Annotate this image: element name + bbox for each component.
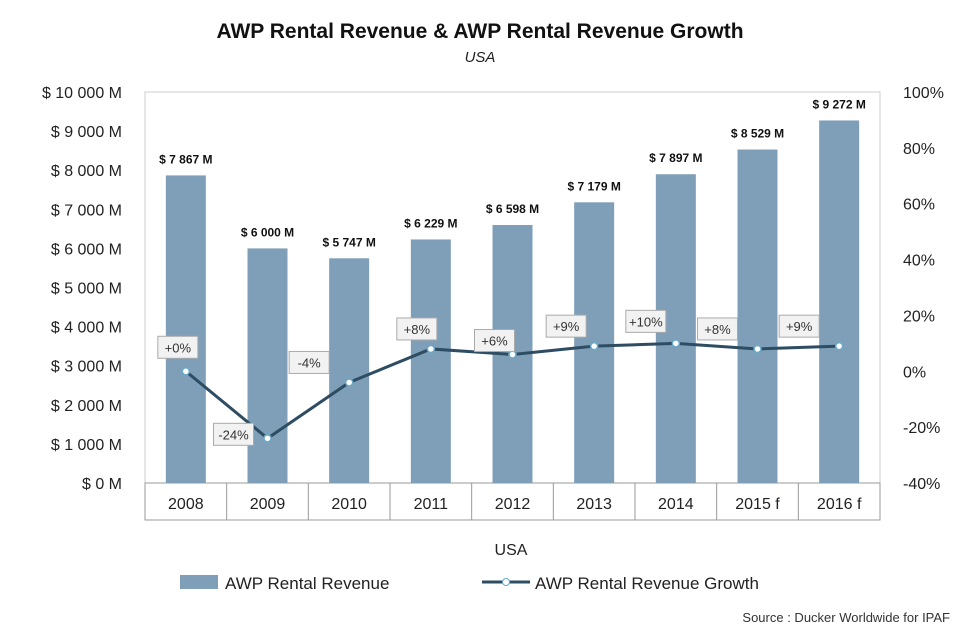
growth-data-label: +9% [786,319,813,334]
x-tick-label: 2012 [495,496,531,513]
growth-label-box [157,335,199,359]
bar-data-label: $ 7 867 M [159,152,212,166]
bar-data-label: $ 6 000 M [241,225,294,239]
growth-marker [671,339,681,348]
right-tick-label: 80% [903,141,935,158]
bar [819,120,860,484]
growth-data-label: +0% [165,340,192,355]
left-tick-label: $ 9 000 M [51,124,122,141]
growth-marker [589,341,599,351]
growth-label-box [697,317,738,341]
bar-data-label: $ 6 598 M [486,202,539,216]
growth-label-box [778,314,820,338]
left-tick-label: $ 5 000 M [51,281,122,298]
source-note: Source : Ducker Worldwide for IPAF [742,610,950,625]
chart-subtitle: USA [465,49,496,66]
legend-bar-swatch [180,575,218,589]
growth-label-box [625,309,667,333]
growth-label-box [213,422,254,446]
bar-data-label: $ 8 529 M [731,127,784,141]
x-tick-label: 2015 f [735,496,780,513]
growth-data-label: -4% [298,355,322,370]
growth-label-box [288,350,330,374]
left-tick-label: $ 7 000 M [51,202,122,219]
bar-data-label: $ 9 272 M [812,97,865,111]
growth-data-label: +6% [481,334,508,349]
legend-line-label: AWP Rental Revenue Growth [535,574,759,593]
right-tick-label: 20% [903,308,935,325]
bar-data-label: $ 5 747 M [322,235,375,249]
bar-data-label: $ 6 229 M [404,216,457,230]
growth-marker [508,350,517,359]
left-tick-label: $ 2 000 M [51,398,122,415]
growth-marker [426,344,436,354]
left-tick-label: $ 10 000 M [42,85,122,102]
x-tick-label: 2010 [331,496,367,513]
bar-data-label: $ 7 897 M [649,151,702,165]
left-tick-label: $ 4 000 M [51,320,122,337]
x-tick-label: 2013 [576,496,612,513]
growth-data-label: +9% [553,319,580,334]
bar [165,175,206,483]
right-tick-label: 40% [903,253,935,270]
growth-data-label: +8% [404,322,431,337]
left-tick-label: $ 3 000 M [51,359,122,376]
x-axis-title: USA [495,542,528,559]
chart-title: AWP Rental Revenue & AWP Rental Revenue … [216,20,743,43]
x-tick-label: 2009 [250,496,286,513]
growth-label-box [396,317,438,341]
right-tick-label: 60% [903,197,935,214]
left-tick-label: $ 8 000 M [51,163,122,180]
x-tick-label: 2016 f [817,496,862,513]
bar [410,239,451,483]
bar [247,248,288,483]
right-tick-label: 0% [903,364,926,381]
x-tick-label: 2014 [658,496,694,513]
right-tick-label: -20% [903,420,940,437]
growth-data-label: -24% [218,427,249,442]
bar [329,258,370,483]
left-tick-label: $ 0 M [82,476,122,493]
growth-marker [181,367,191,376]
growth-marker [344,378,354,387]
growth-marker [834,341,844,351]
bar [737,149,778,483]
left-tick-label: $ 6 000 M [51,241,122,258]
bar-data-label: $ 7 179 M [567,179,620,193]
x-tick-label: 2011 [414,496,449,513]
growth-marker [753,344,762,354]
legend-line-marker [502,578,510,586]
growth-marker [263,434,272,443]
growth-data-label: +10% [629,314,663,329]
growth-label-box [474,329,515,353]
growth-label-box [545,314,587,338]
left-tick-label: $ 1 000 M [51,437,122,454]
x-tick-label: 2008 [168,496,204,513]
right-tick-label: 100% [903,85,944,102]
growth-data-label: +8% [704,322,731,337]
right-tick-label: -40% [903,476,940,493]
legend-bar-label: AWP Rental Revenue [225,574,389,593]
